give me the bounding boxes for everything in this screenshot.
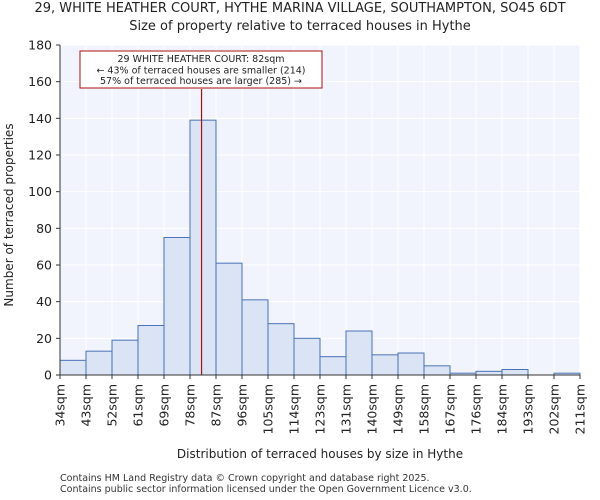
x-tick-label: 69sqm — [157, 384, 172, 427]
x-tick-label: 78sqm — [183, 384, 198, 427]
x-tick-label: 123sqm — [313, 384, 328, 434]
x-tick-label: 176sqm — [469, 384, 484, 434]
histogram-bar — [501, 369, 529, 376]
y-axis-label: Number of terraced properties — [2, 123, 16, 306]
histogram-bar — [215, 262, 243, 376]
x-tick-label: 149sqm — [391, 384, 406, 434]
x-tick-label: 202sqm — [547, 384, 562, 434]
x-axis-label: Distribution of terraced houses by size … — [177, 447, 463, 461]
histogram-bar — [163, 237, 191, 376]
x-tick-label: 61sqm — [131, 384, 146, 427]
annotation-box: 29 WHITE HEATHER COURT: 82sqm ← 43% of t… — [79, 50, 323, 89]
x-tick-label: 193sqm — [521, 384, 536, 434]
y-tick-label: 180 — [28, 38, 52, 53]
x-tick-label: 140sqm — [365, 384, 380, 434]
histogram-bar — [189, 119, 217, 376]
footer-licence: Contains public sector information licen… — [60, 484, 472, 495]
x-tick-label: 184sqm — [495, 384, 510, 434]
histogram-bar — [293, 337, 321, 376]
y-tick-label: 120 — [28, 148, 52, 163]
x-tick-label: 52sqm — [105, 384, 120, 427]
histogram-bar — [241, 299, 269, 376]
annotation-line-3: 57% of terraced houses are larger (285) … — [100, 76, 302, 87]
x-tick-label: 114sqm — [287, 384, 302, 434]
histogram-bar — [137, 325, 165, 376]
footer-copyright: Contains HM Land Registry data © Crown c… — [60, 473, 430, 484]
histogram-bar — [423, 365, 451, 376]
histogram-bar — [267, 323, 295, 376]
x-tick-label: 96sqm — [235, 384, 250, 427]
x-tick-label: 105sqm — [261, 384, 276, 434]
y-tick-label: 20 — [36, 331, 52, 346]
y-tick-label: 0 — [44, 368, 52, 383]
chart-subtitle: Size of property relative to terraced ho… — [129, 19, 471, 34]
y-tick-label: 100 — [28, 184, 52, 199]
x-tick-label: 211sqm — [573, 384, 588, 434]
histogram-bar — [59, 359, 87, 376]
histogram-bar — [371, 354, 399, 376]
chart-title: 29, WHITE HEATHER COURT, HYTHE MARINA VI… — [34, 1, 566, 16]
x-tick-label: 34sqm — [53, 384, 68, 427]
x-tick-label: 158sqm — [417, 384, 432, 434]
x-tick-label: 43sqm — [79, 384, 94, 427]
y-tick-label: 40 — [36, 294, 52, 309]
histogram-bar — [345, 330, 373, 376]
x-tick-label: 167sqm — [443, 384, 458, 434]
y-tick-label: 160 — [28, 74, 52, 89]
y-tick-label: 140 — [28, 111, 52, 126]
histogram-bar — [111, 339, 139, 376]
histogram-bar — [85, 350, 113, 376]
x-tick-label: 131sqm — [339, 384, 354, 434]
y-tick-label: 60 — [36, 258, 52, 273]
histogram-bar — [397, 352, 425, 376]
annotation-line-1: 29 WHITE HEATHER COURT: 82sqm — [117, 54, 284, 65]
histogram-bar — [319, 356, 347, 376]
histogram-bar — [475, 370, 503, 376]
x-tick-label: 87sqm — [209, 384, 224, 427]
annotation-line-2: ← 43% of terraced houses are smaller (21… — [96, 66, 305, 77]
y-tick-label: 80 — [36, 221, 52, 236]
